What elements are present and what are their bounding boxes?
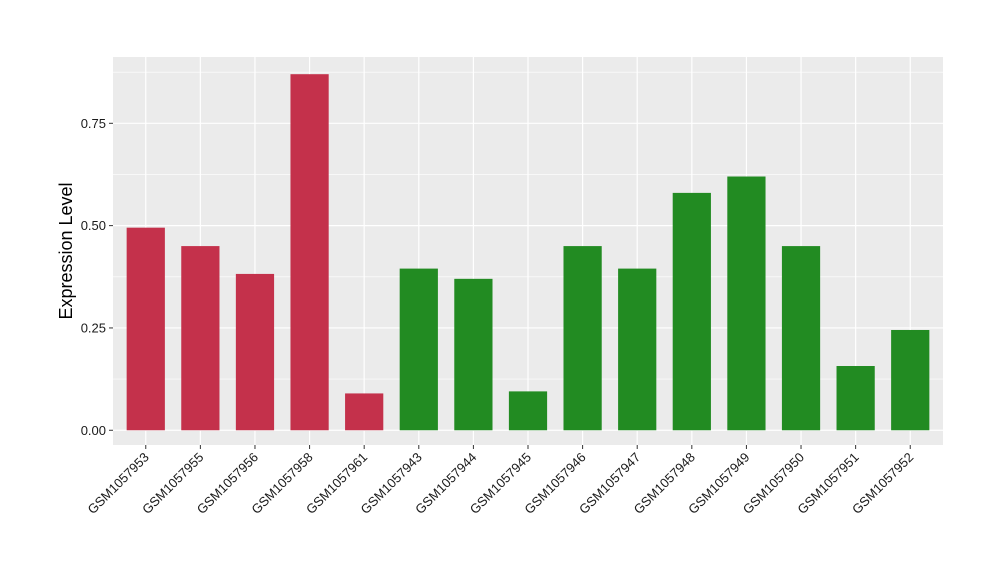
y-axis: 0.00 0.25 0.50 0.75 (81, 116, 113, 438)
bar (454, 278, 493, 431)
y-axis-title: Expression Level (56, 182, 76, 319)
y-tick-label: 0.25 (81, 320, 106, 335)
bar (563, 246, 602, 431)
bar (672, 192, 711, 431)
bar (618, 268, 657, 431)
bars (126, 74, 930, 431)
y-tick-label: 0.00 (81, 423, 106, 438)
bar (836, 366, 875, 431)
bar (781, 246, 821, 431)
bar (399, 268, 438, 431)
bar (126, 227, 165, 431)
y-tick-label: 0.75 (81, 116, 106, 131)
bar (727, 176, 766, 431)
bar (290, 74, 329, 431)
bar (235, 273, 275, 431)
bar (345, 393, 384, 431)
y-tick-label: 0.50 (81, 218, 106, 233)
bar (508, 391, 548, 431)
bar (181, 246, 220, 431)
bar (891, 329, 930, 431)
x-axis: GSM1057953GSM1057955GSM1057956GSM1057958… (85, 445, 916, 517)
